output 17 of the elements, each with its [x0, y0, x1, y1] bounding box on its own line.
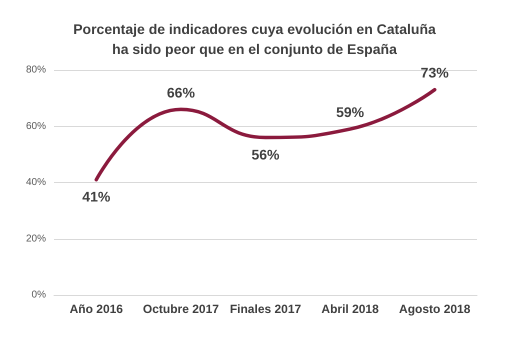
- x-tick-label: Octubre 2017: [142, 302, 220, 316]
- x-tick-label: Abril 2018: [321, 302, 380, 316]
- x-tick-label: Agosto 2018: [399, 302, 471, 316]
- data-label: 56%: [251, 146, 280, 162]
- y-tick-label: 60%: [26, 120, 46, 132]
- y-tick-label: 0%: [32, 290, 46, 300]
- data-label: 66%: [166, 84, 196, 100]
- data-label: 41%: [82, 188, 111, 205]
- data-label: 59%: [336, 104, 365, 120]
- data-label: 73%: [420, 64, 450, 81]
- y-tick-label: 20%: [26, 233, 46, 244]
- y-tick-label: 80%: [26, 64, 46, 76]
- x-tick-label: Año 2016: [70, 302, 124, 316]
- y-tick-label: 40%: [26, 177, 46, 188]
- chart-title: Porcentaje de indicadores cuya evolución en Cataluña ha sido peor que en el conjunto de España: [73, 21, 436, 57]
- line-series: [94, 88, 436, 182]
- x-tick-label: Finales 2017: [230, 302, 302, 316]
